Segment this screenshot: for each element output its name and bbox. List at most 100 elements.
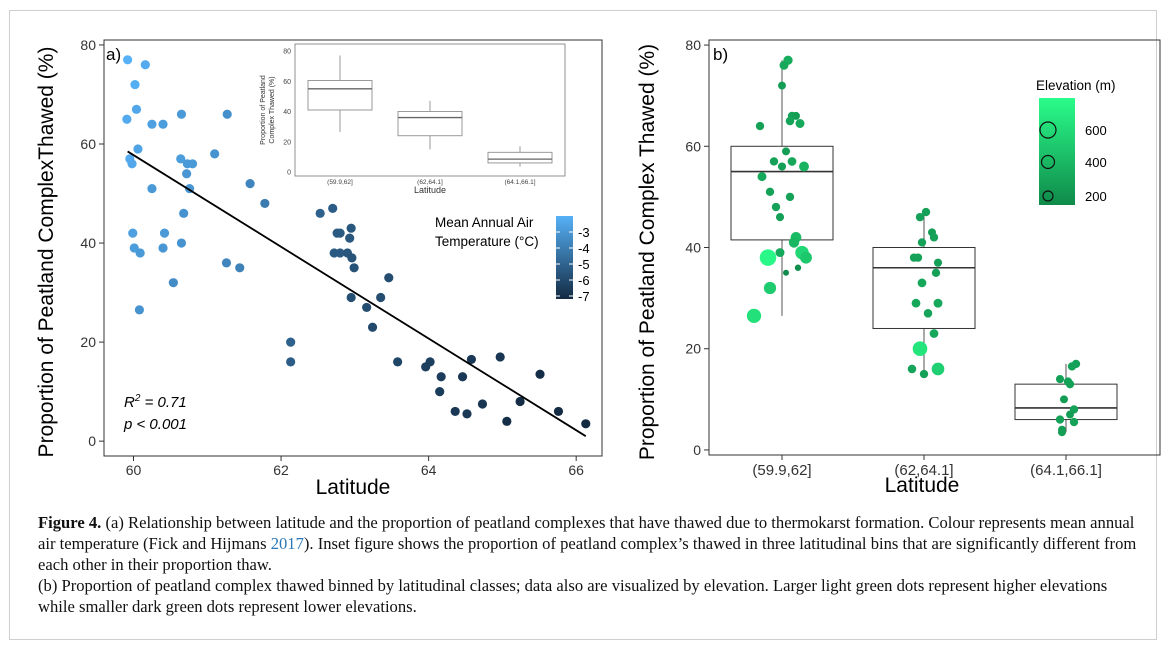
figure-caption: Figure 4. (a) Relationship between latit… <box>38 512 1138 617</box>
temperature-legend-label: -6 <box>578 273 590 288</box>
panel-a-data-point <box>260 198 270 209</box>
panel-b-y-tick-label: 40 <box>685 240 701 256</box>
panel-b-data-point <box>782 147 790 156</box>
inset-y-tick-label: 0 <box>287 170 291 177</box>
panel-b-box <box>872 247 976 329</box>
panel-b-data-point <box>931 362 945 376</box>
panel-b-data-point <box>1065 379 1075 389</box>
panel-b-data-point <box>763 281 777 295</box>
panel-a-data-point <box>182 169 192 179</box>
panel-b-data-point <box>917 278 927 288</box>
panel-a-data-point <box>176 154 186 164</box>
panel-a-y-tick-label: 20 <box>80 334 96 350</box>
panel-b-x-axis-title: Latitude <box>885 474 960 497</box>
panel-b-data-point <box>800 251 812 264</box>
panel-b-data-point <box>788 237 800 248</box>
panel-b-data-point <box>771 202 781 212</box>
panel-a-data-point <box>140 60 150 70</box>
panel-a-data-point <box>367 322 378 332</box>
panel-a-data-point <box>122 114 132 124</box>
panel-a-data-point <box>384 273 394 283</box>
caption-text-3: (b) Proportion of peatland complex thawe… <box>38 576 1108 616</box>
panel-b-data-point <box>923 309 933 318</box>
inset-box <box>487 151 553 164</box>
panel-b-box <box>730 145 834 241</box>
panel-b-data-point <box>769 157 779 166</box>
panel-a-data-point <box>127 159 137 169</box>
panel-a-data-point <box>159 228 170 238</box>
panel-a-data-point <box>436 372 446 382</box>
panel-b-data-point <box>794 264 802 271</box>
elevation-legend-swatch <box>1042 190 1054 202</box>
elevation-legend-swatch <box>1039 121 1057 139</box>
panel-a-data-point <box>147 119 157 129</box>
inset-y-tick-label: 20 <box>283 139 291 146</box>
panel-b-x-tick-label: (59.9,62] <box>752 462 811 479</box>
panel-a-data-point <box>450 406 460 417</box>
panel-a-data-point <box>176 238 187 248</box>
panel-a-trend-line <box>127 150 587 437</box>
temperature-legend-label: -4 <box>578 241 590 256</box>
temperature-legend-title-1: Mean Annual Air <box>435 215 534 230</box>
elevation-colorbar <box>1039 98 1075 205</box>
elevation-legend-label: 400 <box>1085 155 1107 170</box>
panel-b-y-tick-label: 80 <box>685 37 701 53</box>
panel-a-data-point <box>135 248 145 258</box>
panel-a-data-point <box>210 149 220 159</box>
panel-a-data-point <box>179 208 189 218</box>
panel-b-data-point <box>912 341 928 357</box>
panel-a-data-point <box>477 399 488 409</box>
panel-a-x-tick-label: 60 <box>126 462 142 478</box>
panel-a-data-point <box>581 419 591 429</box>
panel-b-data-point <box>765 187 775 197</box>
temperature-legend-ticks: -3-4-5-6-7 <box>556 225 590 304</box>
p-value-annotation: p < 0.001 <box>123 416 187 433</box>
panel-b-data-point <box>799 161 809 172</box>
elevation-legend-swatch <box>1040 154 1056 170</box>
inset-box <box>397 111 463 137</box>
panel-a-data-point <box>376 292 386 303</box>
inset-y-tick-label: 60 <box>283 79 291 86</box>
caption-citation-link[interactable]: 2017 <box>270 534 304 553</box>
panel-a-data-point <box>128 228 138 238</box>
panel-a-data-point <box>349 263 359 273</box>
panel-a-data-point <box>221 258 232 268</box>
panel-a-data-point <box>158 119 168 129</box>
panel-b-data-point <box>929 233 939 242</box>
panel-b-data-point <box>1069 417 1079 427</box>
panel-a-data-point <box>133 144 143 154</box>
panel-a-data-point <box>553 406 564 417</box>
panel-a-ticks: 60 62 64 66 0 20 40 60 80 <box>80 37 584 478</box>
panel-b-data-point <box>775 248 785 258</box>
panel-b-data-point <box>1055 375 1065 384</box>
panel-a-data-point <box>235 263 245 273</box>
panel-b-y-tick-label: 20 <box>685 341 701 357</box>
inset-y-tick-label: 80 <box>283 49 291 56</box>
panel-a-data-point <box>495 352 505 362</box>
panel-b-data-point <box>755 121 765 131</box>
temperature-legend-label: -7 <box>578 289 590 304</box>
panel-a-data-point <box>286 357 296 367</box>
inset-x-axis-title: Latitude <box>414 185 446 195</box>
elevation-legend-title: Elevation (m) <box>1036 78 1116 93</box>
panel-b-data-point <box>915 212 925 222</box>
panel-a-data-point <box>462 409 472 419</box>
panel-a-data-point <box>123 55 133 65</box>
panel-a-data-point <box>147 183 157 194</box>
panel-a-x-axis-title: Latitude <box>316 476 391 499</box>
panel-b-x-tick-label: (62,64.1] <box>894 462 953 479</box>
panel-b-boxes: 0 20 40 60 80 (59.9,62] (62,64.1] (64.1,66.1] <box>685 37 1118 479</box>
panel-a-y-tick-label: 60 <box>80 136 96 152</box>
panel-b-x-tick-label: (64.1,66.1] <box>1030 462 1102 479</box>
panel-a-y-tick-label: 40 <box>80 235 96 251</box>
panel-a-data-point <box>328 203 338 213</box>
caption-text-1: (a) Relationship between latitude and th… <box>38 513 1135 553</box>
inset-y-axis-title-2: Complex Thawed (%) <box>269 76 276 143</box>
inset-boxes: 0 20 40 60 80 (59.9,62] (62,64.1] (64.1,66.1] <box>283 49 553 186</box>
panel-b-data-point <box>778 81 786 90</box>
panel-b-data-point <box>913 253 923 262</box>
panel-b-data-point <box>1058 428 1066 437</box>
panel-b-data-point <box>795 119 805 128</box>
panel-b-data-point <box>907 364 917 374</box>
